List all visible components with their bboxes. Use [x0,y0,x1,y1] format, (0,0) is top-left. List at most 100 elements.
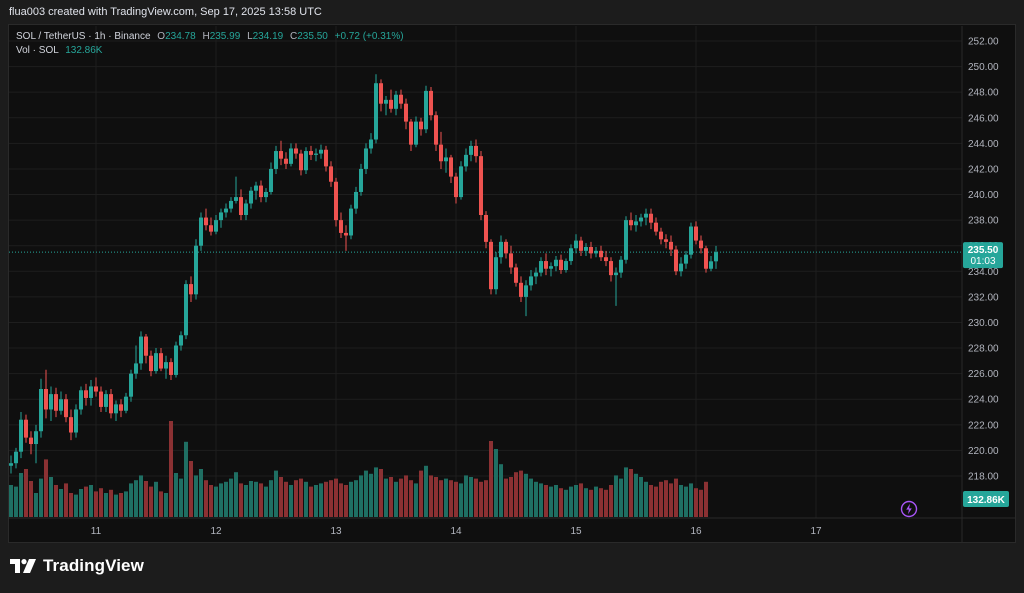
candle-body [284,158,288,164]
candle-body [674,249,678,272]
volume-bar [399,478,403,517]
candle-body [639,217,643,222]
candle-body [494,257,498,290]
volume-bar [219,483,223,517]
candle-body [24,419,28,438]
volume-bar [34,493,38,517]
candle-body [434,115,438,145]
volume-bar [654,486,658,517]
volume-bar [294,480,298,517]
volume-bar [559,488,563,517]
candle-body [509,253,513,268]
candle-body [104,394,108,407]
volume-bar [199,469,203,517]
candle-body [409,121,413,145]
candle-body [459,166,463,198]
volume-bar [459,483,463,517]
volume-bar [609,485,613,517]
volume-bar [344,485,348,517]
y-tick-label: 218.00 [968,472,999,483]
candle-body [624,220,628,260]
volume-bar [634,473,638,517]
candle-body [94,386,98,392]
volume-bar [684,486,688,517]
volume-bar [269,480,273,517]
high-label: H [202,31,210,42]
volume-bar [339,483,343,517]
volume-bar [359,475,363,517]
volume-bar [524,473,528,517]
volume-bar [694,488,698,517]
x-tick-label: 14 [450,526,462,537]
volume-badge [963,491,1009,507]
candle-body [484,215,488,242]
volume-bar [504,478,508,517]
volume-bar [349,481,353,517]
volume-bar [334,478,338,517]
candle-body [369,139,373,149]
candle-body [124,396,128,411]
volume-bar [134,480,138,517]
candle-body [344,232,348,236]
chart-frame[interactable] [8,24,1016,543]
volume-bar [454,481,458,517]
volume-bar [159,491,163,517]
candle-body [704,248,708,269]
volume-bar [234,472,238,517]
candle-body [479,156,483,215]
volume-bar [614,475,618,517]
volume-bar [289,485,293,517]
lightning-icon[interactable] [900,500,918,518]
open-label: O [157,31,166,42]
candle-body [634,221,638,226]
candle-body [619,259,623,273]
candle-body [499,241,503,258]
y-tick-label: 242.00 [968,164,999,175]
candle-body [279,151,283,159]
x-tick-label: 11 [91,526,102,537]
tradingview-logo-icon [10,559,36,573]
candle-body [599,250,603,258]
volume-label[interactable]: Vol · SOL [16,45,59,56]
candle-body [114,404,118,414]
candle-body [684,254,688,264]
candle-body [469,145,473,155]
candle-body [159,353,163,369]
candle-body [259,185,263,198]
candle-body [474,145,478,157]
change-value: +0.72 (+0.31%) [334,31,404,42]
volume-bar [274,470,278,517]
volume-bar [419,470,423,517]
volume-bar [669,483,673,517]
volume-bar [249,481,253,517]
candle-body [659,231,663,240]
candle-body [164,362,168,369]
volume-bar [679,485,683,517]
candle-body [74,409,78,433]
candle-body [489,241,493,290]
candle-body [664,239,668,242]
volume-bar [494,449,498,517]
volume-bar [239,483,243,517]
candle-body [44,389,48,410]
volume-bar [204,480,208,517]
candle-body [14,451,18,464]
symbol-label[interactable]: SOL / TetherUS · 1h · Binance [16,31,151,42]
x-tick-label: 16 [690,526,702,537]
candle-body [254,185,258,191]
candle-body [569,248,573,262]
candle-body [99,391,103,407]
candle-body [229,200,233,209]
volume-bar [649,485,653,517]
volume-bar [594,486,598,517]
tradingview-brand[interactable]: TradingView [10,556,144,576]
candle-body [649,213,653,223]
candle-body [264,191,268,198]
candle-body [89,386,93,398]
ohlc-legend-row: SOL / TetherUS · 1h · Binance O234.78 H2… [16,30,404,44]
volume-bar [284,481,288,517]
volume-bar [119,493,123,517]
low-label: L [247,31,253,42]
volume-bar [629,469,633,517]
